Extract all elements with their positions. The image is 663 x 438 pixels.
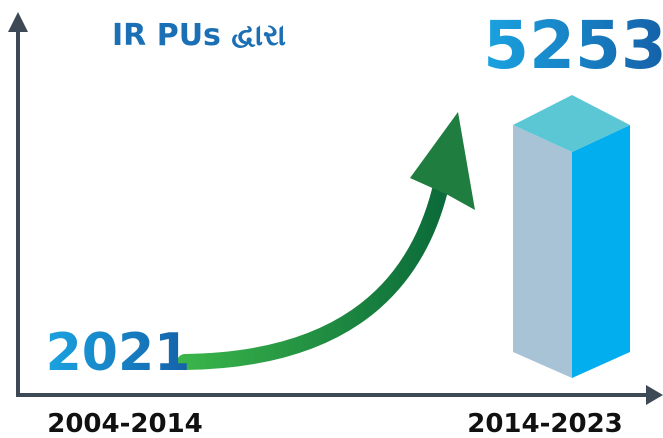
chart-title: IR PUs દ્વારા [112, 18, 286, 53]
bar-box [513, 95, 630, 378]
growth-arrow [185, 112, 475, 362]
chart: IR PUs દ્વારા 2021 5253 2004-2014 2014-2… [0, 0, 663, 438]
bar-left-face [513, 125, 572, 378]
x-axis-arrow [646, 385, 663, 405]
x-tick-label: 2004-2014 [47, 409, 203, 438]
y-axis-arrow [8, 12, 28, 32]
value-label: 5253 [483, 7, 663, 84]
arrow-shaft [185, 190, 440, 362]
value-label: 2021 [46, 323, 191, 383]
bar-right-face [572, 125, 630, 378]
x-tick-label: 2014-2023 [467, 409, 623, 438]
